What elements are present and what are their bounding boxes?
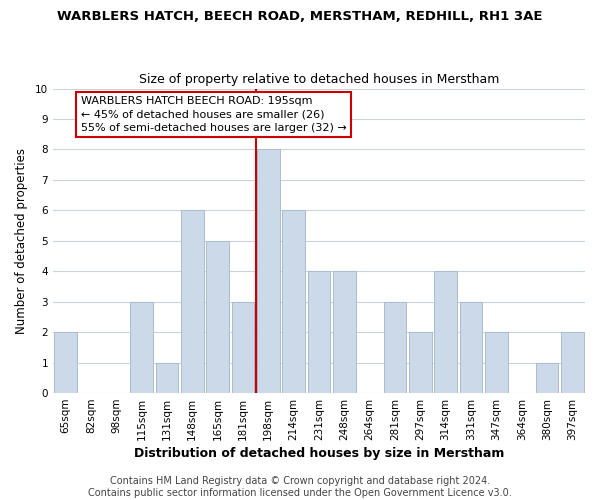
- Bar: [155, 362, 178, 393]
- Bar: [181, 210, 203, 393]
- Bar: [434, 272, 457, 393]
- Bar: [232, 302, 254, 393]
- Bar: [282, 210, 305, 393]
- Y-axis label: Number of detached properties: Number of detached properties: [15, 148, 28, 334]
- Bar: [409, 332, 432, 393]
- Bar: [130, 302, 153, 393]
- Bar: [333, 272, 356, 393]
- Bar: [257, 150, 280, 393]
- Bar: [206, 241, 229, 393]
- Text: WARBLERS HATCH BEECH ROAD: 195sqm
← 45% of detached houses are smaller (26)
55% : WARBLERS HATCH BEECH ROAD: 195sqm ← 45% …: [81, 96, 347, 132]
- Bar: [536, 362, 559, 393]
- Bar: [485, 332, 508, 393]
- Title: Size of property relative to detached houses in Merstham: Size of property relative to detached ho…: [139, 73, 499, 86]
- Text: WARBLERS HATCH, BEECH ROAD, MERSTHAM, REDHILL, RH1 3AE: WARBLERS HATCH, BEECH ROAD, MERSTHAM, RE…: [57, 10, 543, 23]
- Bar: [460, 302, 482, 393]
- Bar: [54, 332, 77, 393]
- Bar: [561, 332, 584, 393]
- Bar: [308, 272, 331, 393]
- Bar: [383, 302, 406, 393]
- Text: Contains HM Land Registry data © Crown copyright and database right 2024.
Contai: Contains HM Land Registry data © Crown c…: [88, 476, 512, 498]
- X-axis label: Distribution of detached houses by size in Merstham: Distribution of detached houses by size …: [134, 447, 504, 460]
